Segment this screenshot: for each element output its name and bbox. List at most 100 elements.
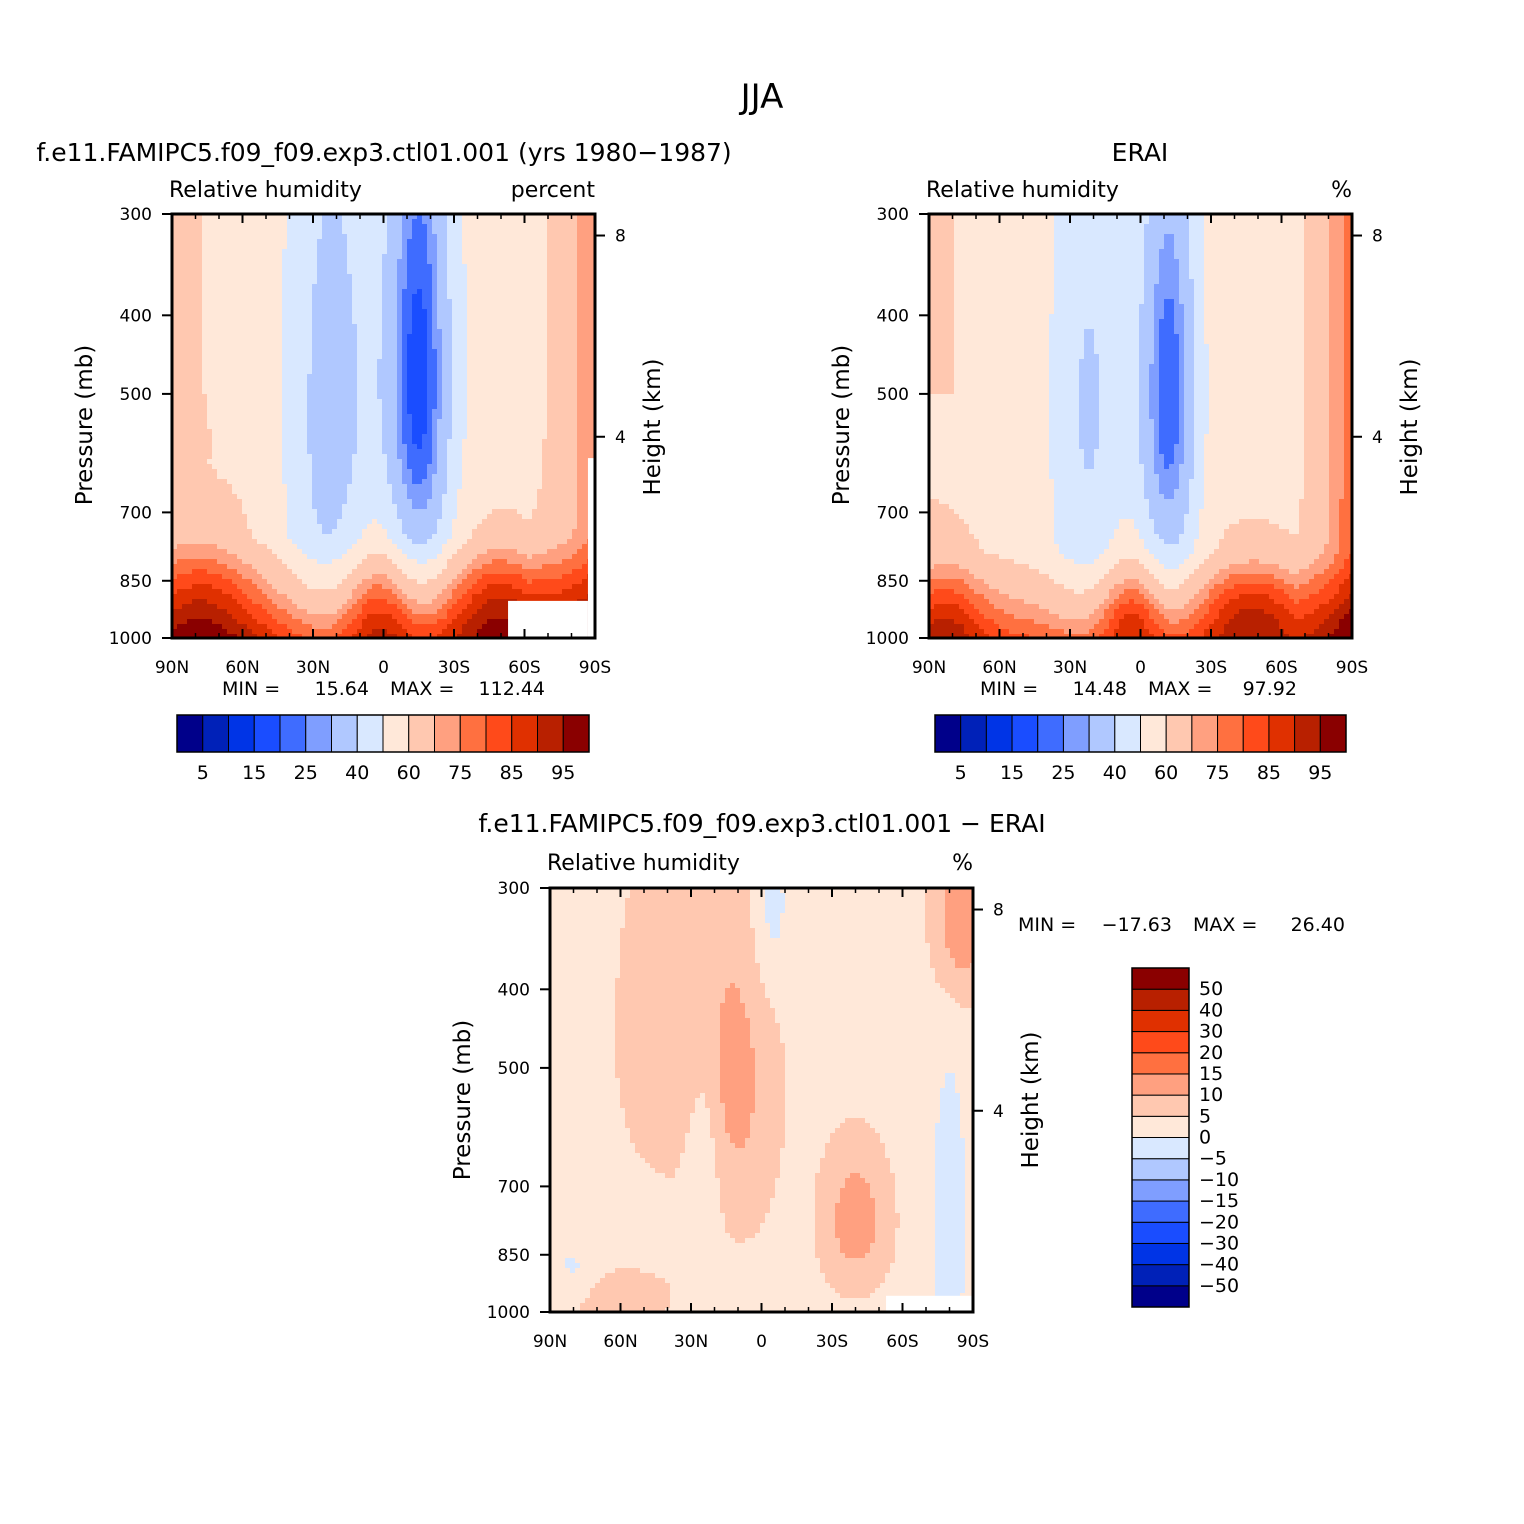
contour-cell <box>935 1233 966 1239</box>
page-title: JJA <box>739 77 784 117</box>
contour-cell <box>1149 389 1160 395</box>
contour-cell <box>172 219 203 225</box>
contour-cell <box>382 304 398 310</box>
contour-cell <box>1304 614 1330 620</box>
contour-cell <box>452 344 468 350</box>
contour-cell <box>1214 549 1325 555</box>
contour-cell <box>1184 459 1195 465</box>
contour-cell <box>397 514 443 520</box>
contour-cell <box>202 289 283 295</box>
contour-cell <box>1139 334 1155 340</box>
contour-cell <box>172 339 203 345</box>
contour-cell <box>1154 424 1160 430</box>
contour-cell <box>690 1128 711 1134</box>
contour-cell <box>570 1268 576 1274</box>
contour-cell <box>735 1238 746 1244</box>
contour-cell <box>352 589 368 595</box>
contour-cell <box>422 294 433 300</box>
contour-cell <box>577 394 596 400</box>
contour-cell <box>780 1028 974 1034</box>
contour-cell <box>1144 274 1160 280</box>
contour-cell <box>1114 634 1155 639</box>
contour-cell <box>427 314 433 320</box>
contour-cell <box>820 1263 891 1269</box>
contour-cell <box>1184 304 1195 310</box>
contour-cell <box>1049 359 1080 365</box>
contour-cell <box>1184 319 1195 325</box>
contour-cell <box>974 619 995 625</box>
contour-cell <box>382 434 398 440</box>
contour-cell <box>402 519 438 525</box>
colorbar-swatch <box>1217 714 1244 753</box>
contour-cell <box>352 619 363 625</box>
contour-cell <box>352 289 383 295</box>
contour-cell <box>1164 614 1190 620</box>
contour-cell <box>347 259 383 265</box>
contour-cell <box>895 1243 936 1249</box>
contour-cell <box>172 434 213 440</box>
contour-cell <box>755 1058 786 1064</box>
x-tick-label: 90S <box>957 1332 989 1352</box>
contour-cell <box>427 364 438 370</box>
contour-cell <box>750 893 766 899</box>
contour-cell <box>550 1153 641 1159</box>
contour-cell <box>282 334 313 340</box>
contour-cell <box>347 264 383 270</box>
contour-cell <box>1194 329 1205 335</box>
contour-cell <box>1084 454 1095 460</box>
contour-cell <box>1194 344 1210 350</box>
contour-cell <box>247 514 288 520</box>
contour-cell <box>1329 359 1345 365</box>
contour-cell <box>542 439 578 445</box>
contour-cell <box>780 1033 974 1039</box>
contour-cell <box>1204 244 1305 250</box>
contour-cell <box>387 474 403 480</box>
contour-cell <box>187 619 213 625</box>
contour-cell <box>755 1103 786 1109</box>
contour-cell <box>312 484 348 490</box>
colorbar-label: 75 <box>1205 762 1229 784</box>
contour-cell <box>780 928 926 934</box>
contour-cell <box>954 354 1050 360</box>
contour-cell <box>437 364 443 370</box>
contour-cell <box>979 539 1055 545</box>
contour-cell <box>1079 434 1100 440</box>
contour-cell <box>785 898 926 904</box>
contour-cell <box>397 544 443 550</box>
contour-cell <box>1199 529 1225 535</box>
contour-cell <box>615 1043 721 1049</box>
contour-cell <box>1039 569 1110 575</box>
contour-cell <box>272 614 293 620</box>
contour-cell <box>452 314 468 320</box>
contour-cell <box>1344 264 1353 270</box>
contour-cell <box>875 1203 896 1209</box>
contour-cell <box>1184 354 1195 360</box>
contour-cell <box>447 229 463 235</box>
contour-cell <box>840 1293 871 1299</box>
contour-cell <box>964 609 980 615</box>
contour-cell <box>1304 414 1330 420</box>
contour-cell <box>547 354 578 360</box>
contour-cell <box>337 584 358 590</box>
contour-cell <box>487 549 518 555</box>
contour-cell <box>432 454 438 460</box>
contour-cell <box>312 299 353 305</box>
contour-cell <box>605 1273 656 1279</box>
contour-cell <box>202 219 288 225</box>
contour-cell <box>755 938 926 944</box>
contour-cell <box>577 399 596 405</box>
contour-cell <box>577 509 593 515</box>
contour-cell <box>367 589 393 595</box>
contour-cell <box>1099 604 1110 610</box>
contour-cell <box>1329 349 1345 355</box>
contour-cell <box>1084 344 1095 350</box>
contour-cell <box>1329 529 1340 535</box>
contour-cell <box>1184 309 1195 315</box>
contour-cell <box>1339 534 1353 540</box>
contour-cell <box>785 908 926 914</box>
contour-cell <box>347 254 383 260</box>
contour-cell <box>392 579 418 585</box>
contour-cell <box>929 344 955 350</box>
contour-cell <box>1339 524 1353 530</box>
contour-cell <box>550 1088 621 1094</box>
